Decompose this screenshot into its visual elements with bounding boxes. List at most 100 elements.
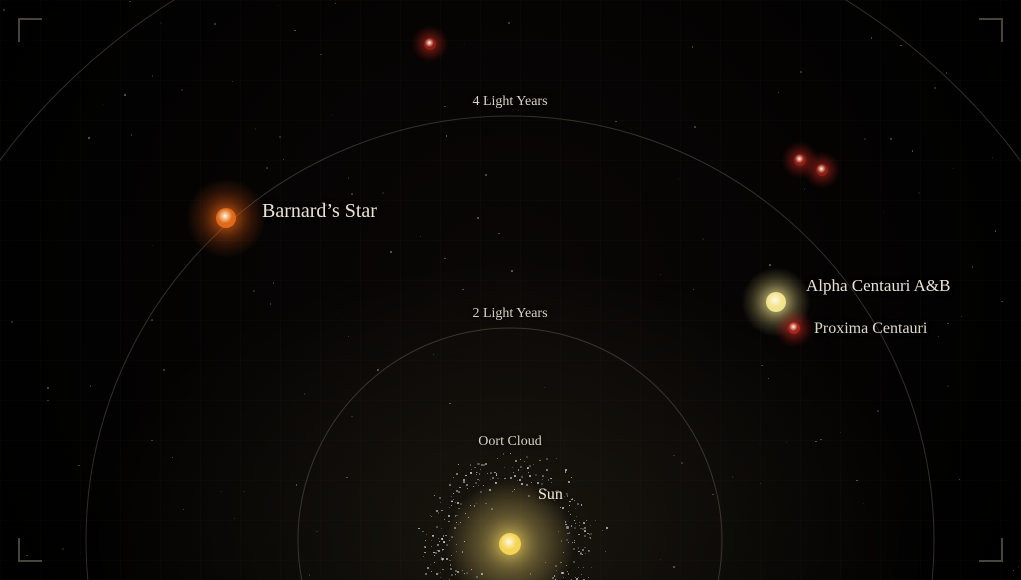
oort-particle <box>480 491 482 493</box>
oort-particle <box>465 513 466 514</box>
oort-particle <box>473 486 474 487</box>
oort-particle <box>521 483 522 484</box>
oort-particle <box>524 461 525 462</box>
oort-particle <box>431 571 432 572</box>
oort-particle <box>449 507 450 508</box>
bg-star <box>890 138 892 140</box>
oort-particle <box>427 567 429 569</box>
oort-particle <box>481 464 483 466</box>
oort-particle <box>450 564 452 566</box>
bg-star <box>511 270 513 272</box>
bg-star <box>131 134 133 136</box>
oort-particle <box>526 456 528 458</box>
bg-star <box>864 138 866 140</box>
oort-particle <box>430 564 431 565</box>
oort-particle <box>441 528 442 529</box>
bg-star <box>877 410 879 412</box>
oort-particle <box>480 469 481 470</box>
bg-star <box>681 462 683 464</box>
oort-particle <box>529 475 531 477</box>
oort-particle <box>530 573 531 574</box>
bg-star <box>900 45 902 47</box>
bg-star <box>160 22 162 24</box>
oort-particle <box>514 475 516 477</box>
oort-particle <box>561 572 563 574</box>
oort-particle <box>437 544 438 545</box>
sun-label: Sun <box>538 486 563 504</box>
oort-particle <box>573 561 575 563</box>
oort-particle <box>456 490 458 492</box>
oort-particle <box>574 520 575 521</box>
oort-particle <box>460 522 461 523</box>
bg-star <box>151 319 153 321</box>
oort-particle <box>465 475 467 477</box>
bg-star <box>279 136 281 138</box>
oort-particle <box>456 551 457 552</box>
bg-star <box>485 174 487 176</box>
bg-star <box>11 321 13 323</box>
oort-particle <box>546 458 548 460</box>
oort-particle <box>556 570 558 572</box>
oort-particle <box>578 567 579 568</box>
distant-red-top <box>424 38 436 50</box>
oort-particle <box>475 482 477 484</box>
oort-particle <box>584 530 586 532</box>
oort-particle <box>474 467 475 468</box>
bg-star <box>947 385 949 387</box>
bg-star <box>712 494 714 496</box>
bg-star <box>377 369 379 371</box>
oort-particle <box>457 571 459 573</box>
oort-particle <box>537 482 539 484</box>
oort-particle <box>497 478 499 480</box>
oort-particle <box>588 577 589 578</box>
oort-particle <box>453 477 454 478</box>
oort-particle <box>462 570 463 571</box>
bg-star <box>760 483 762 485</box>
oort-particle <box>451 574 453 576</box>
bg-star <box>214 23 216 25</box>
ring-4ly <box>86 116 934 580</box>
oort-particle <box>491 508 493 510</box>
oort-particle <box>477 463 479 465</box>
distant-red-right-b <box>816 164 828 176</box>
oort-particle <box>456 544 457 545</box>
bg-star <box>673 566 675 568</box>
bg-star <box>934 87 936 89</box>
oort-particle <box>565 471 566 472</box>
oort-particle <box>445 535 446 536</box>
oort-particle <box>539 460 540 461</box>
bg-star <box>769 264 771 266</box>
bg-star <box>1001 301 1003 303</box>
oort-particle <box>457 502 459 504</box>
oort-particle <box>455 515 456 516</box>
oort-particle <box>556 458 557 459</box>
oort-particle <box>487 473 488 474</box>
oort-particle <box>479 473 481 475</box>
oort-particle <box>574 527 576 529</box>
bg-star <box>912 150 914 152</box>
oort-particle <box>566 493 568 495</box>
bg-star <box>694 126 696 128</box>
oort-particle <box>470 472 471 473</box>
oort-particle <box>438 550 440 552</box>
oort-particle <box>560 507 561 508</box>
oort-particle <box>456 522 457 523</box>
oort-particle <box>443 535 445 537</box>
oort-particle <box>425 547 426 548</box>
ring-label-2ly: 2 Light Years <box>472 306 547 322</box>
oort-particle <box>566 526 568 528</box>
oort-particle <box>569 532 570 533</box>
bg-star <box>332 114 334 116</box>
oort-particle <box>546 469 548 471</box>
bg-star <box>294 30 296 32</box>
oort-particle <box>492 477 493 478</box>
proxima-centauri-label: Proxima Centauri <box>814 320 927 338</box>
oort-particle <box>518 469 520 471</box>
bg-star <box>1018 566 1020 568</box>
oort-particle <box>442 550 443 551</box>
oort-particle <box>464 573 465 574</box>
bg-star <box>351 193 353 195</box>
oort-particle <box>481 573 483 575</box>
oort-particle <box>605 551 606 552</box>
bg-star <box>62 548 64 550</box>
